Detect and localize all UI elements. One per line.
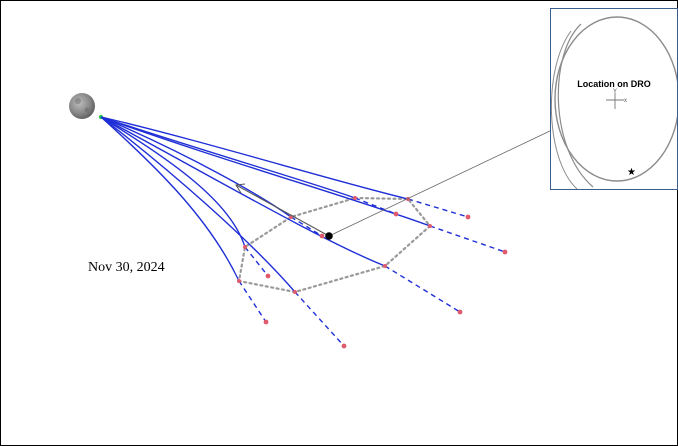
axis-x-label: x	[624, 98, 627, 104]
dashed-extension	[294, 291, 345, 347]
inset-title: Location on DRO	[577, 79, 651, 89]
trajectory-line	[100, 116, 409, 200]
dashed-extension	[238, 280, 267, 323]
vertex-marker	[428, 224, 432, 228]
endpoint-marker	[502, 249, 508, 255]
endpoint-marker	[341, 343, 347, 349]
trajectory-line	[100, 116, 246, 248]
star-marker-icon: ★	[627, 167, 636, 178]
date-label: Nov 30, 2024	[88, 260, 165, 275]
leader-line	[328, 129, 553, 237]
axis-y-label: Y	[613, 89, 617, 95]
vertex-marker	[383, 264, 387, 268]
vertex-marker	[243, 245, 247, 249]
dro-orbit	[554, 16, 677, 182]
endpoint-marker	[263, 319, 269, 325]
trajectory-lines	[100, 116, 431, 293]
dashed-extension	[384, 265, 461, 313]
endpoint-marker	[319, 233, 325, 239]
endpoint-markers	[263, 211, 508, 349]
trajectory-line	[100, 116, 240, 282]
dro-inset-panel: Y x ★ Location on DRO	[550, 8, 678, 190]
dro-orbit-plot: Y x ★	[551, 16, 677, 189]
dashed-extension	[429, 225, 506, 253]
trajectory-line	[100, 116, 386, 267]
trajectory-line	[100, 116, 356, 199]
vertex-marker	[237, 279, 241, 283]
trajectory-line	[100, 116, 296, 293]
dro-orbit-trail	[557, 23, 594, 188]
axis-cross	[606, 93, 624, 109]
vertex-marker	[293, 290, 297, 294]
dashed-extension	[244, 246, 269, 277]
endpoint-marker	[465, 214, 471, 220]
endpoint-marker	[457, 309, 463, 315]
dashed-extension	[354, 197, 397, 215]
dashed-extensions	[238, 197, 506, 347]
vertex-marker	[353, 196, 357, 200]
velocity-arrow	[235, 183, 330, 237]
dashed-extension	[290, 216, 323, 237]
spacecraft-dot	[325, 232, 333, 240]
trajectory-line	[100, 116, 431, 227]
moon-icon	[69, 93, 95, 119]
endpoint-marker	[393, 211, 399, 217]
endpoint-marker	[265, 273, 271, 279]
vertex-markers	[237, 196, 432, 294]
dro-orbit-trail	[551, 30, 578, 189]
dashed-extension	[407, 198, 469, 218]
